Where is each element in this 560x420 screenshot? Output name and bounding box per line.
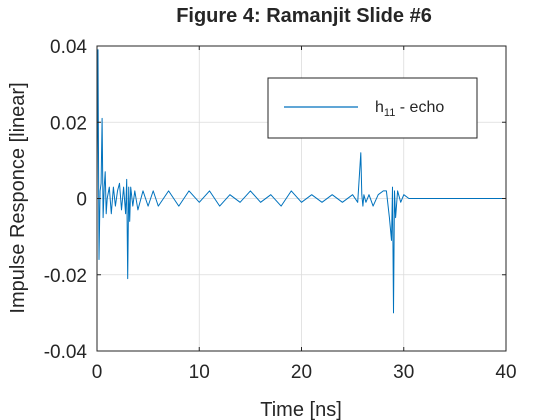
chart-title: Figure 4: Ramanjit Slide #6 [176,5,432,27]
y-tick-label: -0.02 [44,266,87,287]
series-layer [96,49,506,314]
y-axis-label: Impulse Responce [linear] [7,82,29,313]
legend-label-main: h [375,99,384,116]
x-axis-label: Time [ns] [260,399,342,420]
y-tick-labels: -0.04 -0.02 0 0.02 0.04 [44,37,88,363]
y-tick-label: 0.02 [50,113,87,134]
y-tick-label: -0.04 [44,342,88,363]
x-tick-label: 0 [92,362,103,383]
series-line-h11-echo [96,49,506,314]
legend-label-rest: - echo [395,99,444,116]
x-tick-label: 40 [495,362,516,383]
x-tick-label: 10 [189,362,210,383]
y-tick-label: 0.04 [50,37,87,58]
legend-entry-label: h11 - echo [375,99,444,119]
x-tick-label: 20 [291,362,312,383]
y-tick-label: 0 [76,190,87,211]
legend-box [267,77,478,139]
axis-ticks [96,45,507,352]
x-tick-label: 30 [393,362,414,383]
legend-label-subscript: 11 [384,107,395,119]
legend: h11 - echo [267,77,478,139]
x-tick-labels: 0 10 20 30 40 [92,362,517,383]
